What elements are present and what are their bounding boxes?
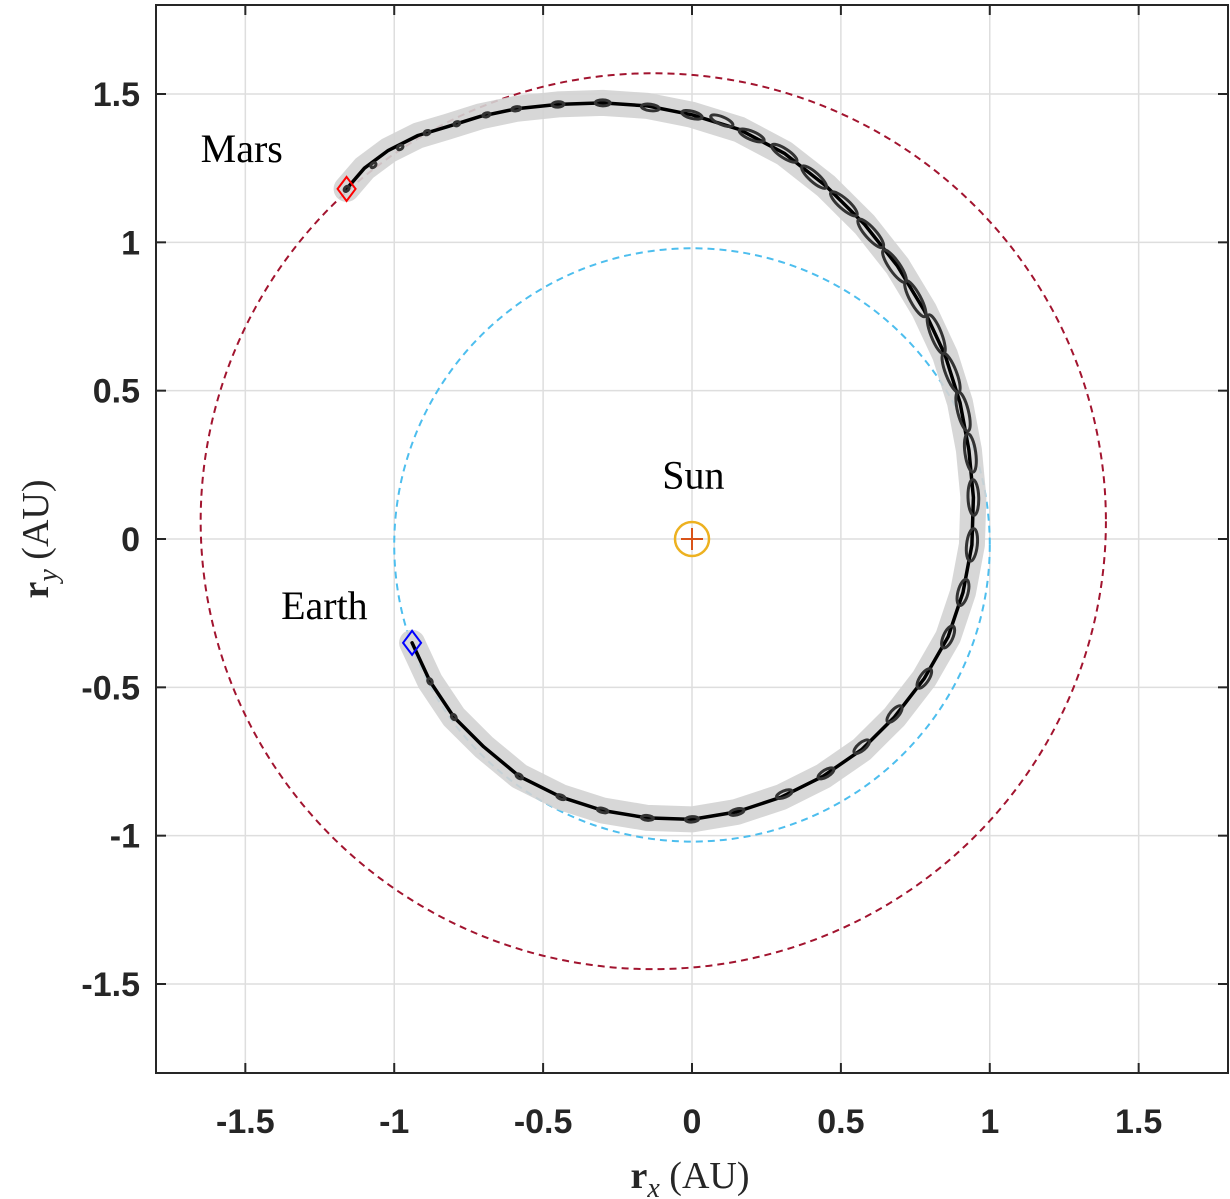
- uncertainty-ellipse: [342, 184, 351, 193]
- uncertainty-ellipses: [342, 98, 981, 824]
- y-axis-label-unit: (AU): [15, 479, 57, 559]
- uncertainty-ellipse: [737, 127, 766, 144]
- y-tick-label: 1.5: [93, 76, 140, 114]
- uncertainty-ellipse: [940, 624, 957, 650]
- uncertainty-ellipse: [514, 772, 524, 781]
- y-tick-label: -1.5: [81, 966, 140, 1004]
- uncertainty-ellipse: [449, 712, 458, 722]
- annotations: Earth Mars Sun: [201, 126, 725, 628]
- x-tick-label: 1: [980, 1103, 999, 1141]
- earth-diamond-marker: [401, 629, 423, 657]
- uncertainty-ellipse: [680, 109, 704, 121]
- uncertainty-ellipse: [481, 111, 492, 119]
- uncertainty-ellipse: [829, 190, 859, 218]
- x-tick-label: -1: [379, 1103, 409, 1141]
- y-tick-label: 0.5: [93, 373, 140, 411]
- y-tick-labels: -1.5 -1 -0.5 0 0.5 1 1.5: [81, 76, 140, 1004]
- uncertainty-ellipse: [915, 667, 934, 690]
- uncertainty-ellipse: [816, 766, 836, 781]
- uncertainty-ellipse: [770, 142, 799, 164]
- uncertainty-ellipse: [422, 128, 432, 137]
- y-axis-label-space: [15, 560, 57, 570]
- x-tick-label: -1.5: [216, 1103, 275, 1141]
- uncertainty-ellipse: [369, 161, 378, 170]
- y-axis-label-subscript: y: [33, 569, 64, 585]
- uncertainty-ellipse: [639, 813, 655, 822]
- uncertainty-ellipse: [426, 677, 434, 686]
- mars-orbit-dashed: [199, 72, 1107, 971]
- y-tick-label: -0.5: [81, 669, 140, 707]
- uncertainty-ellipse: [966, 478, 981, 517]
- y-axis-label-symbol: r: [15, 582, 57, 599]
- x-tick-labels: -1.5 -1 -0.5 0 0.5 1 1.5: [216, 1103, 1162, 1141]
- earth-label: Earth: [281, 583, 368, 628]
- y-tick-label: 0: [121, 521, 140, 559]
- uncertainty-ellipse: [550, 100, 566, 109]
- x-axis-label: rx (AU): [630, 1155, 749, 1199]
- markers: [336, 175, 711, 657]
- sun-label: Sun: [662, 453, 724, 498]
- uncertainty-ellipse: [955, 577, 971, 607]
- uncertainty-ellipse: [881, 248, 908, 284]
- y-tick-label: 1: [121, 224, 140, 262]
- orbits: [199, 72, 1107, 971]
- uncertainty-ellipse: [395, 143, 405, 152]
- x-axis-label-space: [660, 1155, 670, 1197]
- uncertainty-ellipse: [856, 217, 886, 250]
- mars-label: Mars: [201, 126, 283, 171]
- uncertainty-ellipse: [683, 815, 701, 824]
- plot-frame: [155, 4, 1229, 1074]
- y-axis-label: ry (AU): [15, 479, 64, 598]
- uncertainty-ellipse: [964, 527, 980, 563]
- x-tick-label: 1.5: [1115, 1103, 1162, 1141]
- uncertainty-ellipse: [639, 102, 661, 113]
- uncertainty-ellipse: [885, 704, 904, 724]
- x-axis-label-subscript: x: [646, 1173, 660, 1199]
- x-tick-label: 0.5: [817, 1103, 864, 1141]
- uncertainty-ellipse: [800, 164, 829, 190]
- uncertainty-ellipse: [452, 120, 462, 128]
- trajectory: [344, 101, 976, 822]
- uncertainty-ellipse: [775, 788, 794, 801]
- y-tick-label: -1: [110, 818, 140, 856]
- uncertainty-ellipse: [510, 105, 523, 113]
- uncertainty-ellipse: [709, 113, 735, 129]
- mars-diamond-marker: [336, 175, 357, 203]
- uncertainty-ellipse: [962, 432, 978, 474]
- x-axis-label-symbol: r: [630, 1155, 647, 1197]
- uncertainty-ellipse: [595, 806, 610, 815]
- x-axis-label-unit: (AU): [669, 1155, 749, 1197]
- uncertainty-ellipse: [593, 98, 612, 108]
- uncertainty-ellipse: [852, 738, 871, 755]
- x-tick-label: 0: [683, 1103, 702, 1141]
- uncertainty-ellipse: [727, 807, 746, 817]
- sun-circle-marker: [673, 520, 711, 558]
- x-tick-label: -0.5: [514, 1103, 573, 1141]
- trajectory-line: [344, 101, 976, 822]
- uncertainty-ellipse: [555, 793, 567, 802]
- earth-orbit-dashed: [393, 247, 991, 843]
- uncertainty-ellipse: [925, 313, 947, 356]
